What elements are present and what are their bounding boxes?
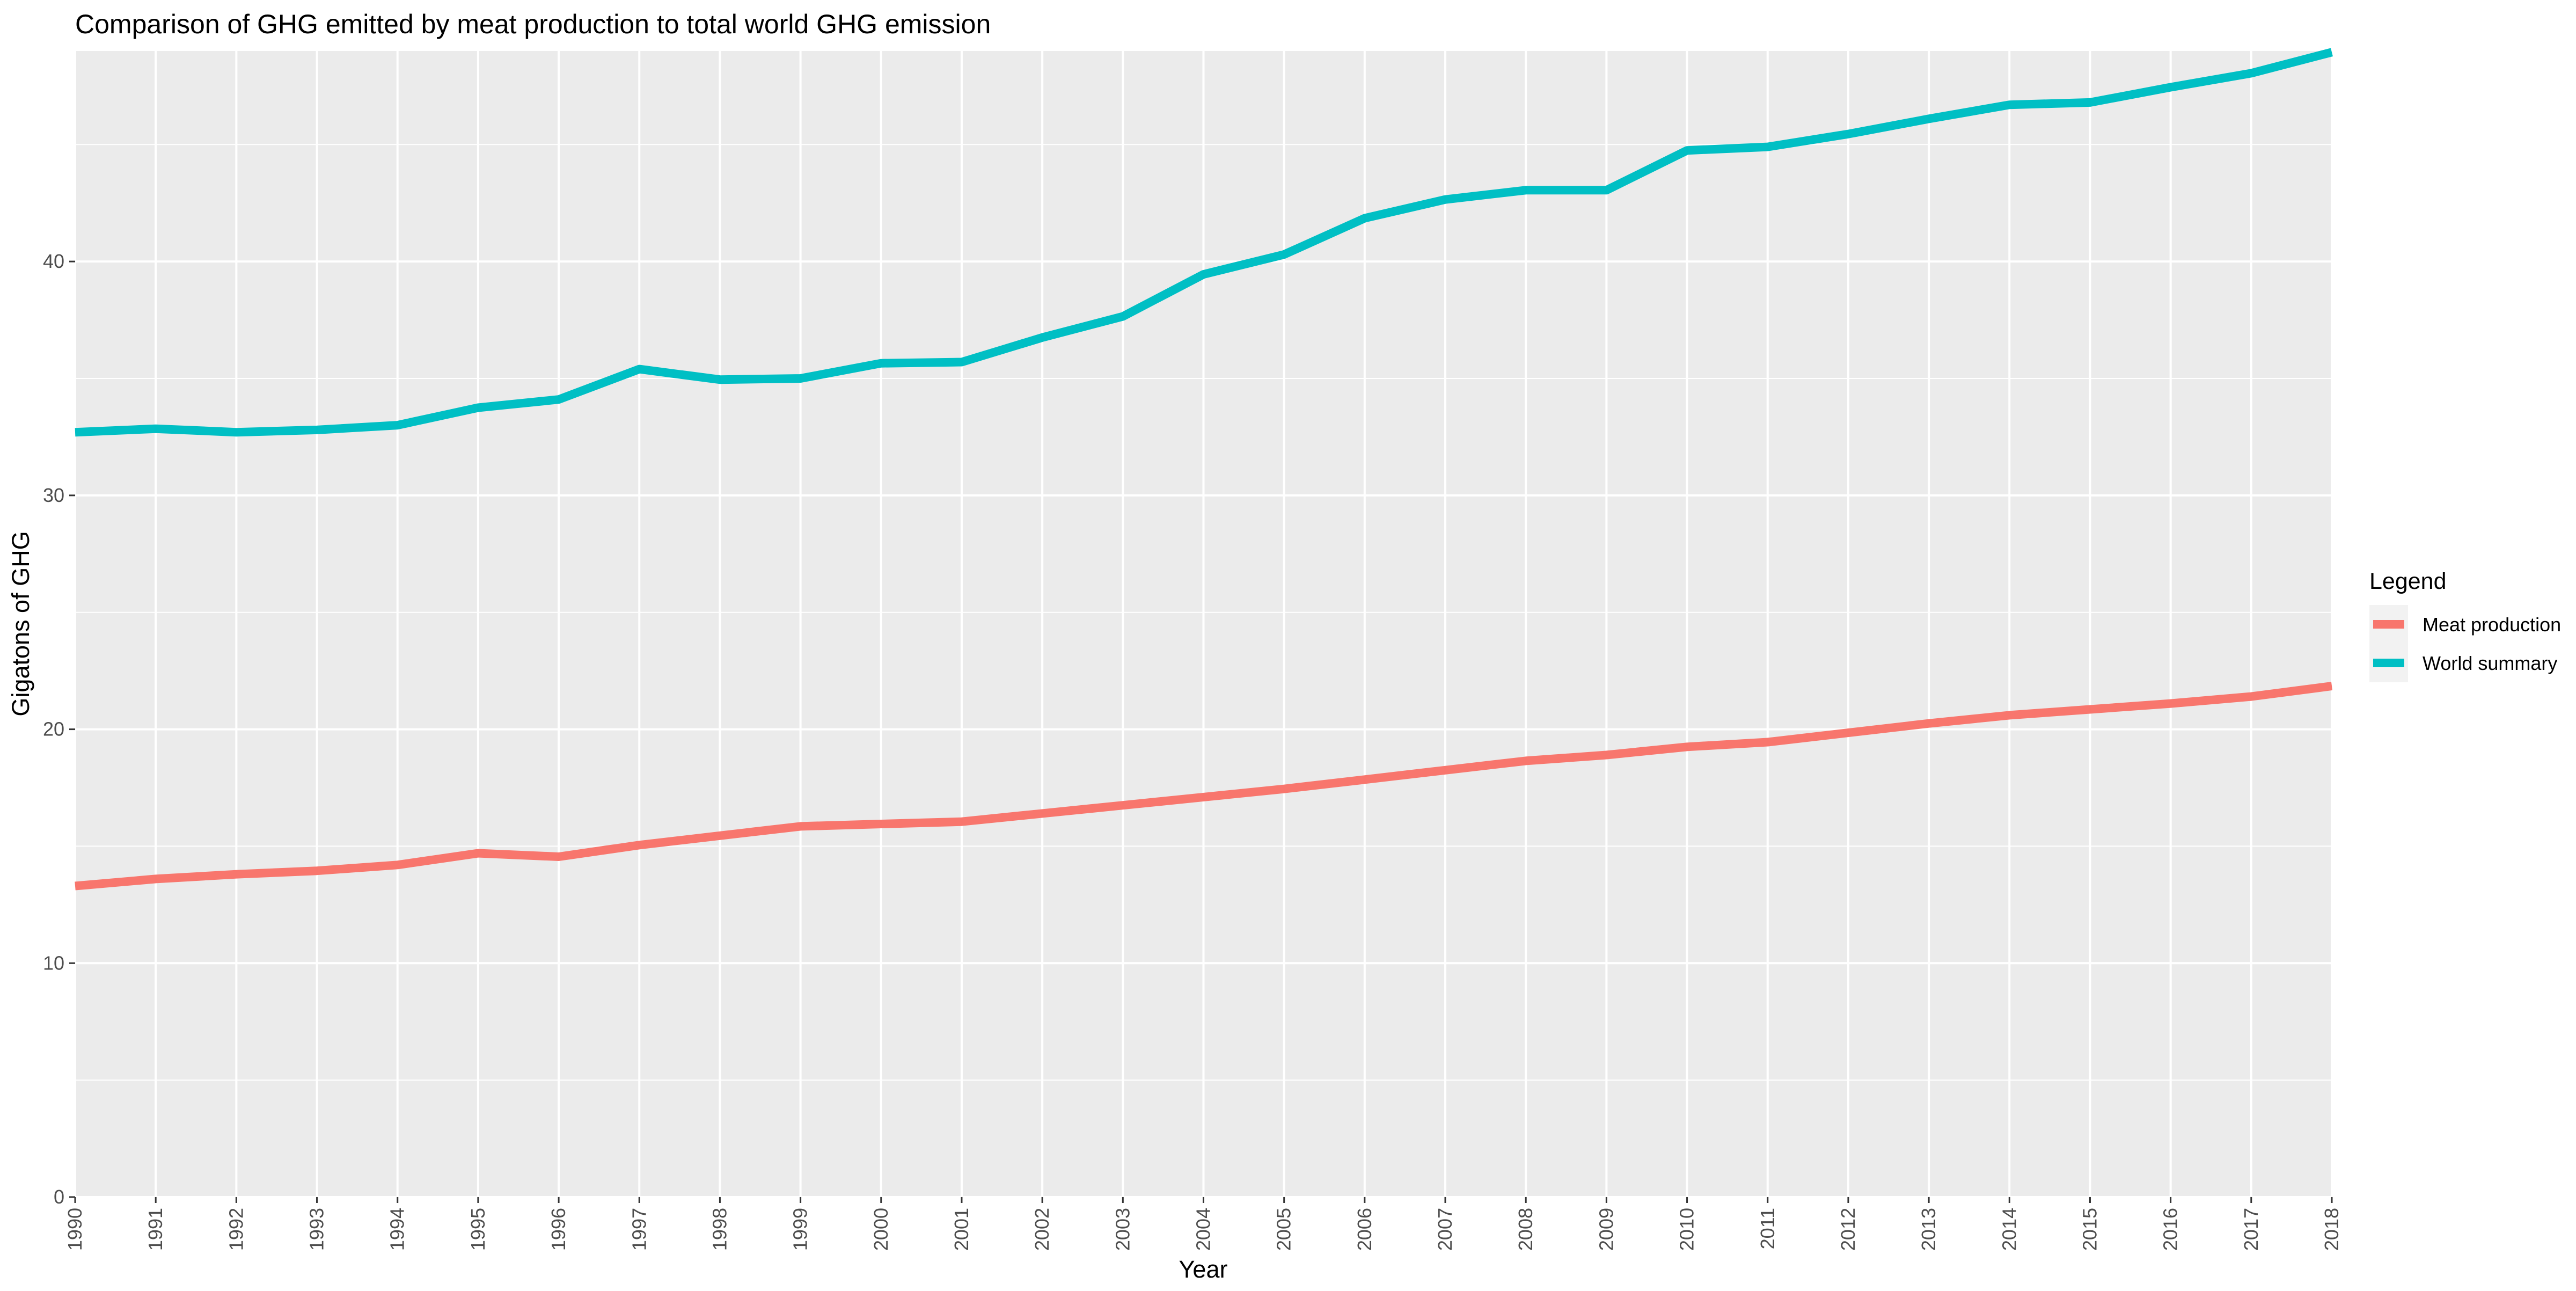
x-tick-label: 2012 bbox=[1837, 1208, 1859, 1251]
x-tick-label: 1999 bbox=[789, 1208, 811, 1251]
series-line-meat-production bbox=[75, 682, 2333, 891]
chart-title: Comparison of GHG emitted by meat produc… bbox=[75, 9, 991, 39]
series-lines bbox=[75, 48, 2333, 891]
x-tick-label: 1997 bbox=[628, 1208, 650, 1251]
x-tick-label: 2007 bbox=[1434, 1208, 1456, 1251]
x-tick-label: 2004 bbox=[1192, 1208, 1214, 1251]
legend-item-world-summary: World summary bbox=[2369, 644, 2557, 682]
y-tick-label: 30 bbox=[43, 484, 64, 506]
x-tick-label: 1993 bbox=[306, 1208, 328, 1251]
y-tick-label: 10 bbox=[43, 952, 64, 974]
legend-label-meat-production: Meat production bbox=[2423, 614, 2561, 636]
x-tick-label: 2015 bbox=[2079, 1208, 2101, 1251]
x-tick-label: 2011 bbox=[1757, 1208, 1779, 1249]
x-tick-label: 2001 bbox=[950, 1208, 972, 1251]
x-tick-label: 2017 bbox=[2240, 1208, 2262, 1251]
y-tick-label: 0 bbox=[54, 1186, 64, 1208]
grid-lines bbox=[74, 51, 2333, 1198]
x-tick-label: 1996 bbox=[547, 1208, 569, 1251]
x-tick-label: 2006 bbox=[1353, 1208, 1375, 1251]
legend-label-world-summary: World summary bbox=[2423, 652, 2557, 674]
x-tick-label: 2013 bbox=[1918, 1208, 1940, 1251]
x-tick-label: 2009 bbox=[1595, 1208, 1617, 1251]
x-tick-label: 2003 bbox=[1111, 1208, 1133, 1251]
x-tick-label: 1991 bbox=[144, 1208, 166, 1251]
legend-title: Legend bbox=[2369, 568, 2447, 594]
legend: Legend Meat production World summary bbox=[2369, 568, 2561, 682]
y-tick-label: 20 bbox=[43, 718, 64, 740]
x-tick-label: 2014 bbox=[1998, 1208, 2020, 1251]
x-tick-label: 1995 bbox=[467, 1208, 489, 1251]
x-axis-title: Year bbox=[1179, 1256, 1228, 1283]
x-tick-label: 2005 bbox=[1273, 1208, 1295, 1251]
x-tick-label: 2010 bbox=[1676, 1208, 1698, 1251]
x-tick-label: 2016 bbox=[2160, 1208, 2182, 1251]
series-line-world-summary bbox=[75, 48, 2333, 437]
x-tick-label: 1990 bbox=[64, 1208, 86, 1251]
x-tick-label: 1994 bbox=[386, 1208, 408, 1251]
x-tick-label: 2002 bbox=[1031, 1208, 1053, 1251]
x-tick-label: 2008 bbox=[1514, 1208, 1536, 1251]
axes: 0 10 20 30 40 1990 1991 1992 1993 1994 1995 1996 199… bbox=[43, 250, 2343, 1251]
x-tick-label: 1998 bbox=[708, 1208, 730, 1251]
x-tick-label: 1992 bbox=[225, 1208, 247, 1251]
y-tick-label: 40 bbox=[43, 250, 64, 272]
y-axis-title: Gigatons of GHG bbox=[7, 531, 34, 716]
legend-item-meat-production: Meat production bbox=[2369, 605, 2561, 644]
x-tick-label: 2000 bbox=[870, 1208, 892, 1251]
x-tick-label: 2018 bbox=[2321, 1208, 2343, 1251]
